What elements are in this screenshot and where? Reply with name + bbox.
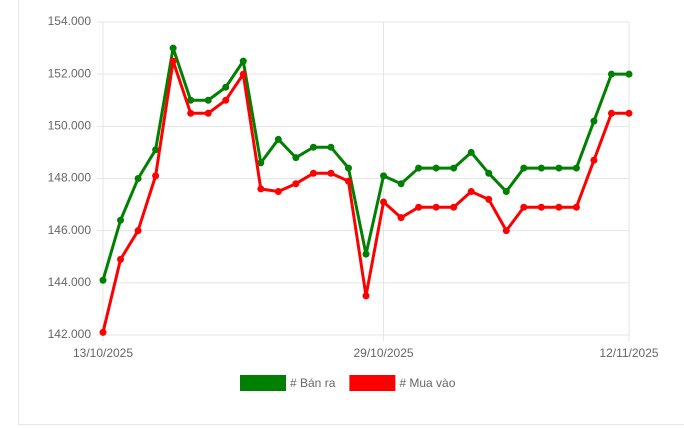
data-point xyxy=(257,185,265,193)
data-point xyxy=(625,109,633,117)
data-point xyxy=(380,172,388,180)
data-point xyxy=(572,203,580,211)
data-point xyxy=(415,203,423,211)
data-point xyxy=(485,195,493,203)
data-point xyxy=(397,180,405,188)
data-point xyxy=(309,143,317,151)
data-point xyxy=(344,164,352,172)
data-point xyxy=(520,164,528,172)
x-tick-label: 13/10/2025 xyxy=(73,346,133,360)
data-point xyxy=(467,188,475,196)
data-point xyxy=(327,143,335,151)
data-point xyxy=(362,292,370,300)
y-tick-label: 144.000 xyxy=(48,275,92,289)
data-point xyxy=(625,70,633,78)
data-point xyxy=(117,255,125,263)
y-tick-label: 152.000 xyxy=(48,66,92,80)
data-point xyxy=(502,227,510,235)
data-point xyxy=(555,164,563,172)
data-point xyxy=(134,175,142,182)
data-point xyxy=(204,109,212,117)
y-tick-label: 148.000 xyxy=(48,171,92,185)
series-line xyxy=(101,60,629,333)
data-point xyxy=(169,57,177,65)
data-point xyxy=(397,214,405,222)
y-tick-label: 142.000 xyxy=(48,327,92,341)
data-point xyxy=(204,96,212,104)
data-point xyxy=(555,203,563,211)
data-point xyxy=(187,96,195,104)
data-point xyxy=(467,148,475,156)
data-point xyxy=(572,164,580,172)
data-point xyxy=(292,154,300,162)
data-point xyxy=(257,159,265,167)
data-point xyxy=(169,44,177,52)
data-point xyxy=(415,164,423,172)
data-point xyxy=(222,96,230,104)
data-point xyxy=(134,227,142,235)
data-point xyxy=(590,117,598,125)
data-point xyxy=(152,172,160,180)
data-point xyxy=(432,203,440,211)
y-tick-label: 146.000 xyxy=(48,223,92,237)
data-point xyxy=(99,328,107,336)
x-tick-label: 29/10/2025 xyxy=(354,346,414,360)
data-point xyxy=(502,188,510,196)
x-tick-label: 12/11/2025 xyxy=(599,346,658,360)
data-point xyxy=(292,180,300,188)
data-point xyxy=(537,203,545,211)
chart-panel xyxy=(18,0,684,425)
data-point xyxy=(432,164,440,172)
data-point xyxy=(222,83,230,91)
data-point xyxy=(99,276,107,284)
data-point xyxy=(239,70,247,78)
data-point xyxy=(239,57,247,65)
data-point xyxy=(274,135,282,143)
y-tick-label: 154.000 xyxy=(48,14,92,28)
data-point xyxy=(344,177,352,185)
data-point xyxy=(327,169,335,177)
legend-swatch xyxy=(240,375,286,391)
data-point xyxy=(117,216,125,224)
data-point xyxy=(187,109,195,117)
data-point xyxy=(380,198,388,206)
data-point xyxy=(537,164,545,172)
data-point xyxy=(450,203,458,211)
data-point xyxy=(450,164,458,172)
data-point xyxy=(309,169,317,177)
data-point xyxy=(485,169,493,177)
y-tick-label: 150.000 xyxy=(48,119,92,133)
data-point xyxy=(152,146,160,154)
legend-swatch xyxy=(349,375,396,391)
data-point xyxy=(362,250,370,258)
legend-label: # Mua vào xyxy=(399,376,455,390)
data-point xyxy=(274,188,282,196)
data-point xyxy=(607,70,615,78)
legend-label: # Bán ra xyxy=(290,376,336,390)
data-point xyxy=(520,203,528,211)
data-point xyxy=(607,109,615,117)
data-point xyxy=(590,156,598,164)
